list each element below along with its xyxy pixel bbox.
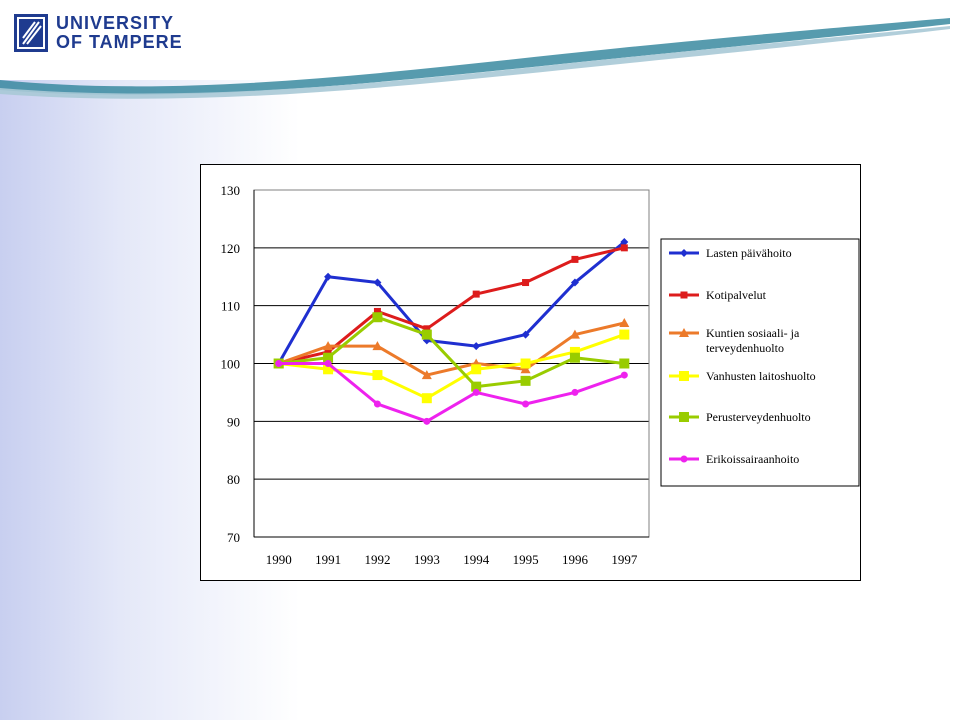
data-point [472, 290, 480, 298]
logo-line-2: OF TAMPERE [56, 32, 183, 52]
data-point [569, 346, 580, 357]
data-point [323, 341, 334, 351]
data-point [619, 329, 630, 340]
data-point [373, 278, 382, 287]
x-tick-label: 1996 [562, 552, 589, 567]
legend-swatch-marker [680, 291, 688, 299]
data-point [372, 341, 383, 351]
data-point [522, 279, 530, 287]
data-point [324, 360, 332, 367]
data-point [324, 272, 333, 281]
legend-swatch-marker [680, 249, 688, 257]
data-point [373, 307, 381, 315]
data-point [323, 352, 334, 363]
header-banner: UNIVERSITY OF TAMPERE [0, 0, 960, 110]
data-point [570, 278, 579, 287]
series-line [277, 240, 626, 365]
data-point [569, 352, 580, 363]
x-tick-label: 1997 [611, 552, 638, 567]
x-tick-label: 1991 [315, 552, 341, 567]
data-point [620, 244, 628, 252]
legend-swatch-marker [679, 328, 689, 337]
series-line [278, 315, 625, 389]
data-point [520, 364, 531, 374]
university-logo-text: UNIVERSITY OF TAMPERE [56, 14, 183, 52]
legend-item: Vanhusten laitoshuolto [669, 369, 816, 383]
legend-item: Perusterveydenhuolto [669, 410, 811, 424]
series-6 [275, 360, 628, 425]
y-tick-label: 100 [221, 357, 241, 372]
series-line [278, 362, 625, 423]
x-tick-label: 1993 [414, 552, 440, 567]
line-chart: 70 80 90 100 110 120 130 1990 1991 1992 1993 1994 19… [221, 183, 860, 567]
data-point [619, 358, 630, 369]
data-point [423, 325, 431, 333]
data-point [520, 358, 531, 369]
data-point [373, 400, 381, 408]
data-point [323, 364, 334, 375]
data-point [619, 318, 630, 328]
legend-item: Kotipalvelut [669, 288, 767, 302]
data-point [520, 375, 531, 386]
data-point [471, 364, 482, 375]
legend-item: Lasten päivähoito [669, 246, 792, 260]
legend-label: Vanhusten laitoshuolto [706, 369, 816, 383]
data-point [620, 238, 629, 247]
legend-swatch-marker [680, 455, 688, 463]
legend-label: Perusterveydenhuolto [706, 410, 811, 424]
x-tick-label: 1990 [266, 552, 292, 567]
y-tick-label: 70 [227, 530, 240, 545]
data-point [324, 348, 332, 356]
legend-label: terveydenhuolto [706, 341, 784, 355]
series-line [278, 321, 625, 377]
data-point [522, 400, 530, 408]
data-point [372, 370, 383, 381]
y-tick-label: 90 [227, 414, 240, 429]
legend-label: Kuntien sosiaali- ja [706, 326, 800, 340]
x-tick-label: 1995 [513, 552, 539, 567]
legend-swatch-marker [679, 412, 689, 422]
data-point [569, 329, 580, 339]
data-point [372, 312, 383, 323]
y-tick-label: 110 [221, 299, 240, 314]
data-point [275, 360, 283, 367]
data-point [620, 371, 628, 379]
y-tick-label: 130 [221, 183, 241, 198]
data-point [421, 370, 432, 380]
university-seal-icon [14, 14, 48, 52]
x-tick-label: 1994 [463, 552, 490, 567]
data-point [521, 330, 530, 339]
data-point [571, 388, 579, 396]
data-point [421, 329, 432, 340]
y-tick-label: 80 [227, 472, 240, 487]
legend-label: Kotipalvelut [706, 288, 767, 302]
x-tick-label: 1992 [364, 552, 390, 567]
plot-area [253, 189, 650, 538]
y-tick-label: 120 [221, 241, 241, 256]
data-point [421, 393, 432, 404]
logo-line-1: UNIVERSITY [56, 13, 175, 33]
data-point [471, 381, 482, 392]
legend: Lasten päivähoito Kotipalvelut Kuntien sos… [660, 238, 860, 487]
legend-label: Erikoissairaanhoito [706, 452, 799, 466]
legend-swatch-marker [679, 371, 689, 381]
legend-label: Lasten päivähoito [706, 246, 792, 260]
data-point [423, 417, 431, 425]
legend-item: Erikoissairaanhoito [669, 452, 799, 466]
legend-box [660, 238, 860, 487]
chart-frame: 70 80 90 100 110 120 130 1990 1991 1992 1993 1994 19… [200, 164, 861, 581]
banner-swoosh [0, 18, 950, 99]
data-point [571, 255, 579, 263]
data-point [472, 388, 480, 396]
data-point [472, 342, 481, 351]
